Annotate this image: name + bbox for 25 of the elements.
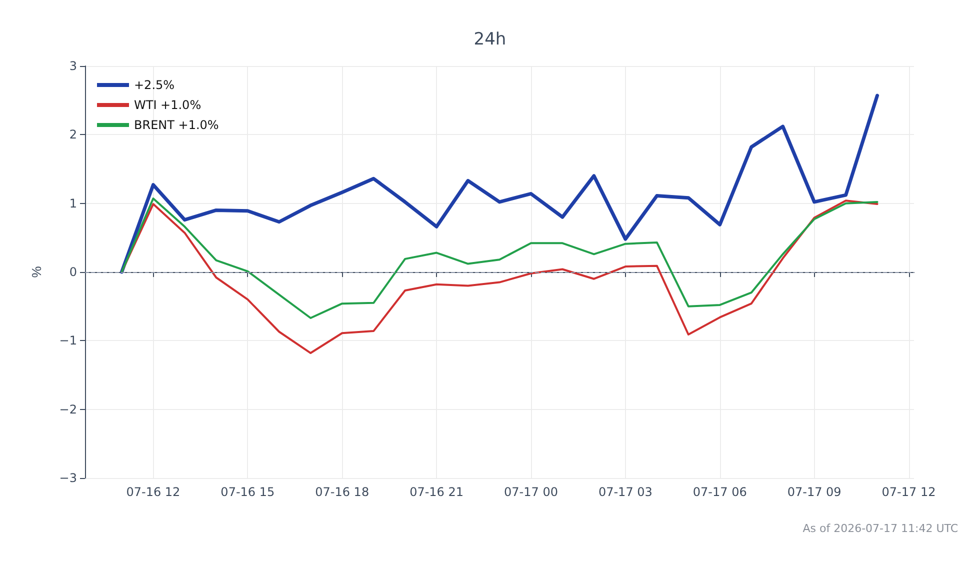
x-tick-label: 07-16 12	[126, 485, 180, 499]
x-tick-label: 07-17 06	[692, 485, 747, 499]
line-series	[120, 94, 880, 274]
y-tick-label: 3	[69, 59, 77, 73]
x-tick-label: 07-17 00	[504, 485, 558, 499]
x-tick-label: 07-16 15	[220, 485, 275, 499]
x-tick-label: 07-16 21	[410, 485, 464, 499]
legend-label: +2.5%	[134, 78, 175, 92]
x-tick-label: 07-16 18	[315, 485, 370, 499]
y-tick-label: 1	[69, 196, 77, 210]
y-tick-label: −3	[59, 471, 77, 485]
y-axis-title: %	[29, 266, 44, 278]
x-tick-label: 07-17 12	[882, 485, 936, 499]
legend-label: BRENT +1.0%	[134, 118, 219, 132]
legend-label: WTI +1.0%	[134, 98, 202, 112]
y-tick-label: 0	[69, 265, 77, 279]
line-series	[120, 200, 878, 354]
chart-title: 24h	[474, 30, 506, 50]
y-tick-label: −1	[59, 334, 77, 348]
x-tick-label: 07-17 09	[787, 485, 842, 499]
x-tick-label: 07-17 03	[598, 485, 652, 499]
line-series	[120, 198, 878, 320]
y-tick-label: 2	[69, 128, 77, 142]
y-tick-label: −2	[59, 402, 77, 416]
text: As of 2026-07-17 11:42 UTC	[802, 522, 958, 535]
